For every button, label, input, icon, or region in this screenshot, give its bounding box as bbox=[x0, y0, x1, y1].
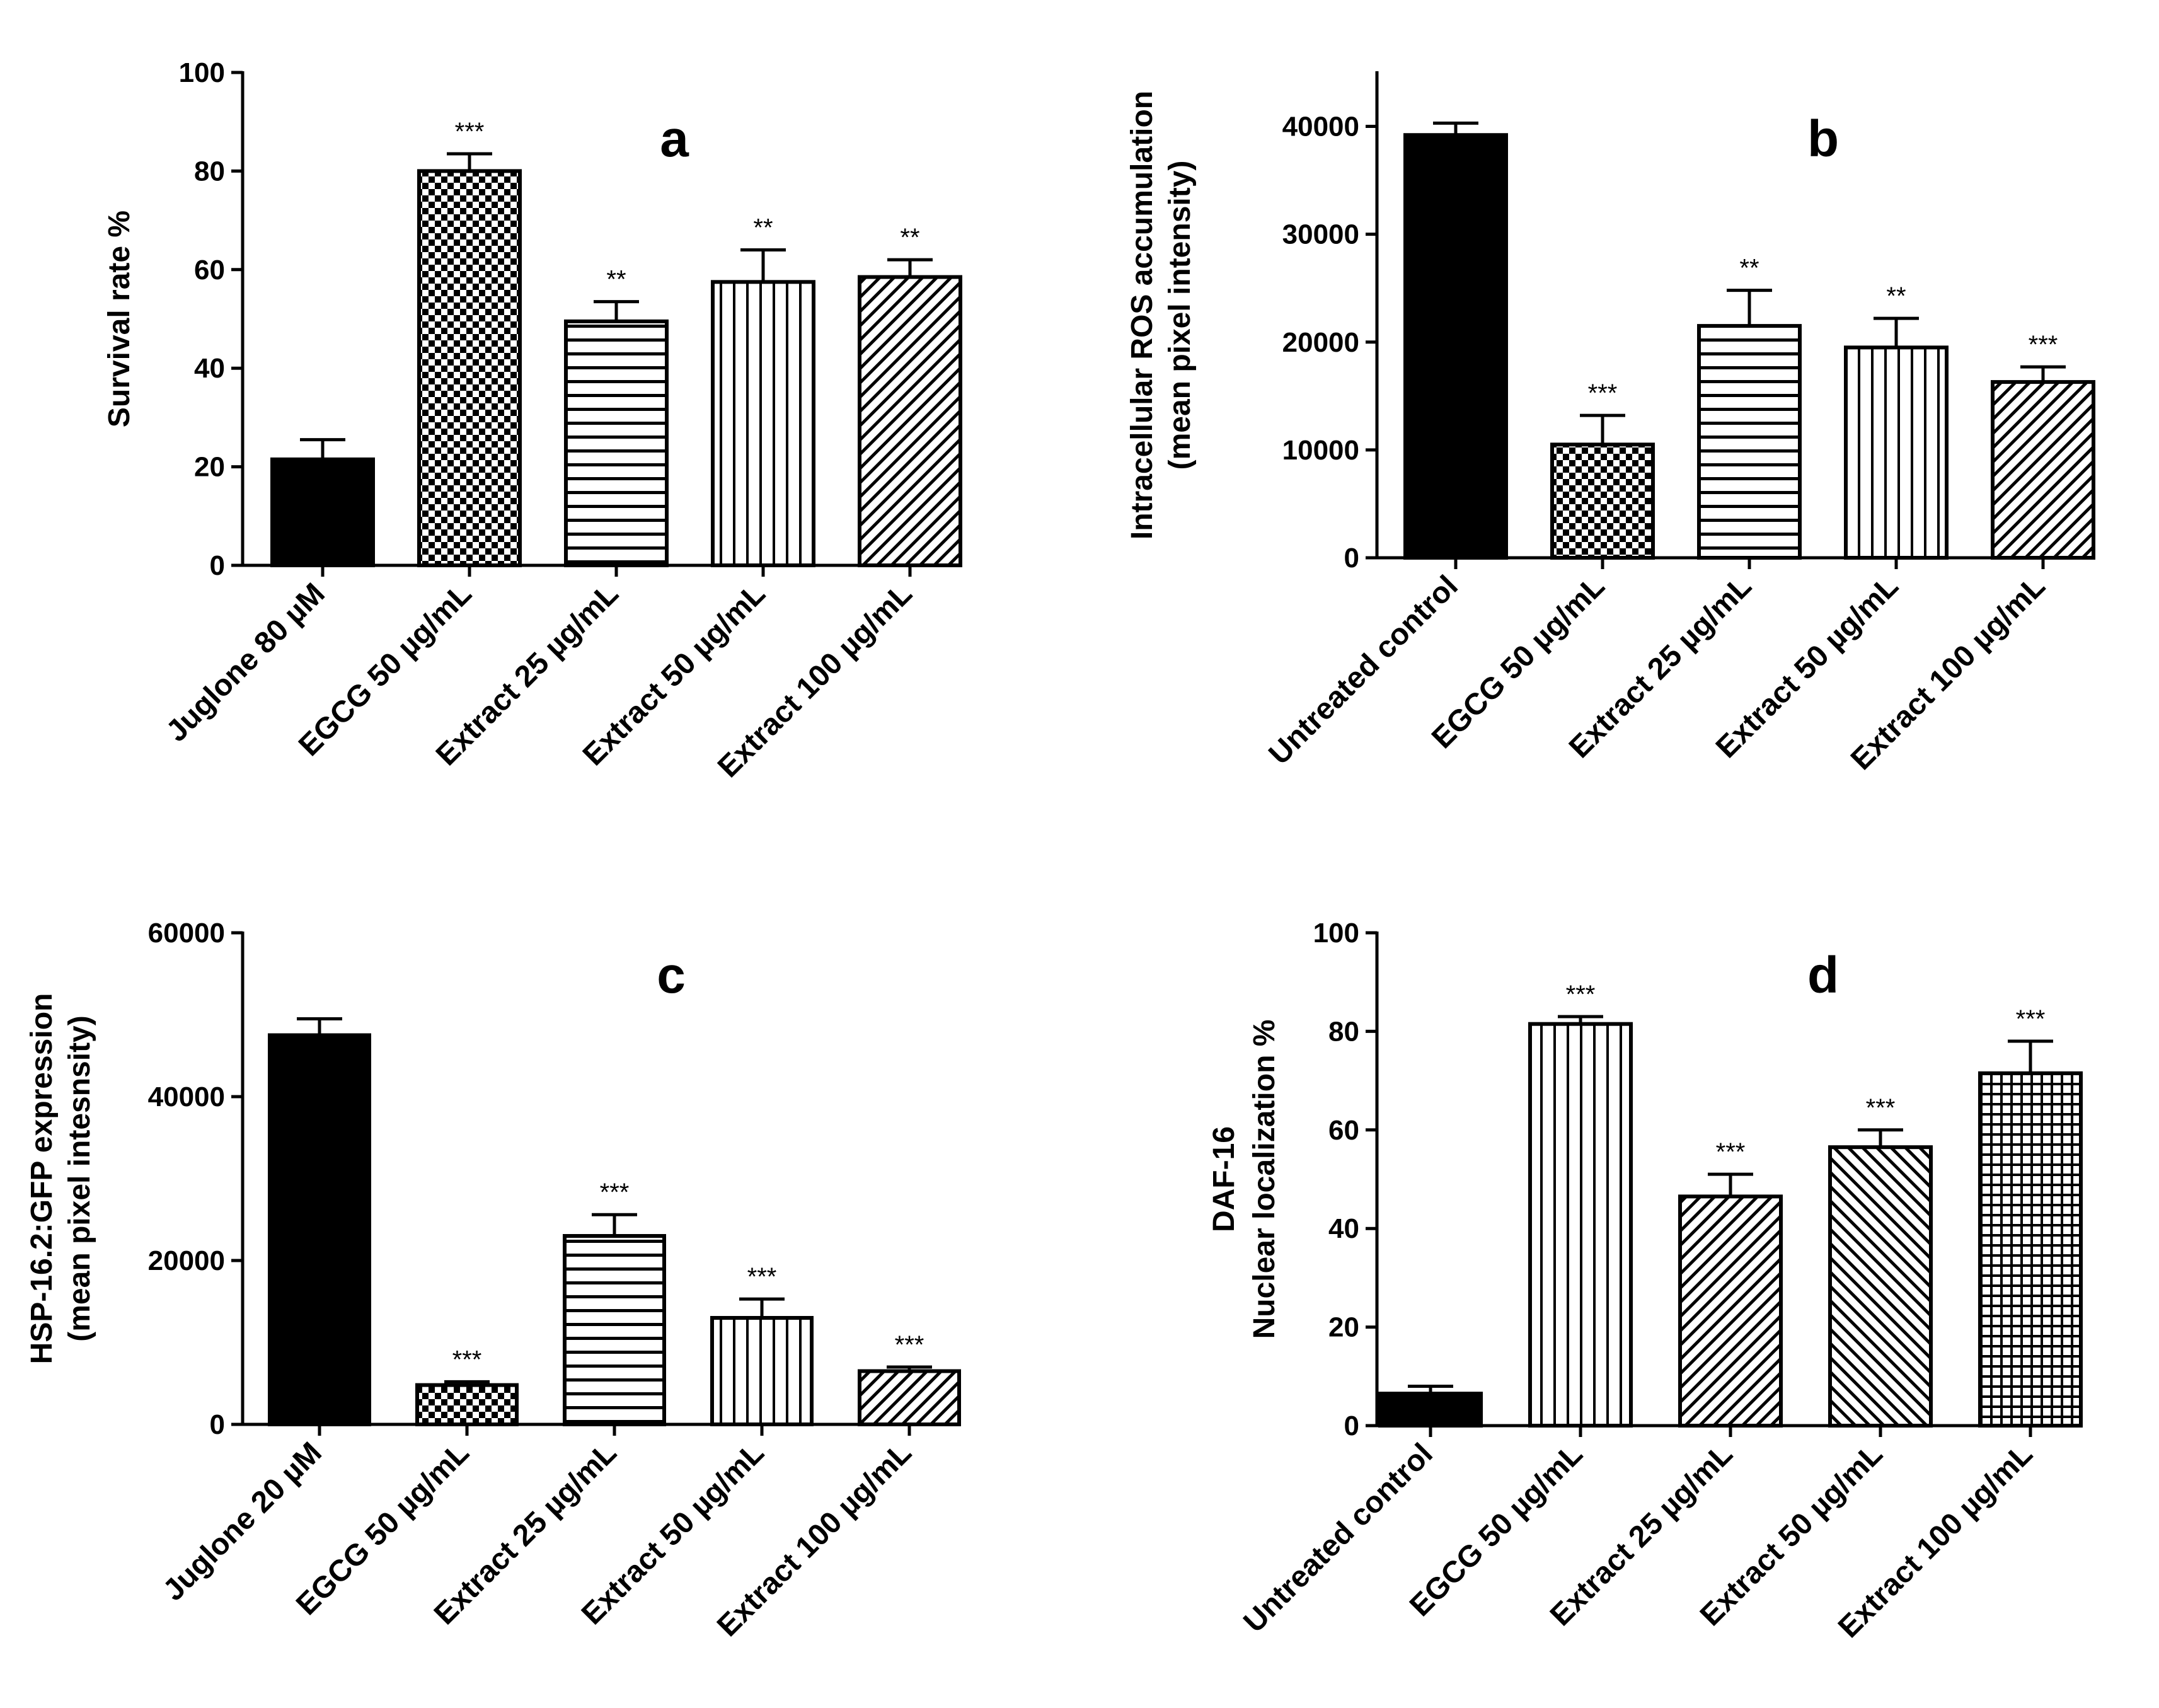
bar bbox=[1844, 345, 1949, 560]
y-tick-label: 0 bbox=[1344, 543, 1359, 574]
y-tick-label: 20000 bbox=[148, 1245, 225, 1276]
chart-panel-a: 0 20 40 60 80 100 Survival rate % a Juglone 80 µ… bbox=[103, 57, 962, 784]
chart-panel-b: 0 10000 20000 30000 40000 Intracellular ROS a… bbox=[1126, 71, 2095, 776]
y-tick-label: 40000 bbox=[1282, 112, 1359, 142]
y-axis-title: Survival rate % bbox=[103, 211, 136, 427]
panel-letter: b bbox=[1807, 110, 1839, 168]
bar bbox=[1678, 1194, 1783, 1428]
significance-label: *** bbox=[2029, 331, 2058, 359]
significance-label: *** bbox=[455, 118, 485, 146]
bar bbox=[1378, 1392, 1483, 1428]
y-tick-label: 20 bbox=[1328, 1312, 1359, 1343]
y-tick-label: 20000 bbox=[1282, 327, 1359, 358]
bar bbox=[563, 1234, 666, 1426]
y-axis-title: Nuclear localization % bbox=[1248, 1020, 1281, 1339]
chart-panel-c: 0 20000 40000 60000 HSP-16.2:GFP expression(… bbox=[25, 918, 961, 1643]
bar bbox=[1403, 133, 1508, 560]
y-tick-label: 10000 bbox=[1282, 435, 1359, 466]
y-tick-label: 60 bbox=[194, 255, 225, 286]
panel-letter: a bbox=[660, 110, 689, 168]
bar bbox=[417, 169, 522, 567]
y-tick-label: 40000 bbox=[148, 1082, 225, 1112]
significance-label: ** bbox=[1739, 255, 1759, 282]
y-tick-label: 40 bbox=[1328, 1213, 1359, 1244]
bar bbox=[415, 1383, 519, 1427]
category-label: Juglone 20 µM bbox=[157, 1436, 328, 1607]
bar bbox=[1978, 1071, 2083, 1428]
bar bbox=[1528, 1022, 1633, 1428]
bar bbox=[1550, 442, 1655, 560]
significance-label: ** bbox=[753, 214, 773, 242]
bar bbox=[1697, 324, 1802, 560]
chart-panel-d: 0 20 40 60 80 100 DAF-16 Nuclear localization %… bbox=[1207, 918, 2083, 1644]
y-axis-title: Intracellular ROS accumulation bbox=[1126, 91, 1159, 540]
bar bbox=[1828, 1145, 1933, 1428]
significance-label: *** bbox=[747, 1263, 777, 1291]
y-tick-label: 80 bbox=[194, 156, 225, 187]
bar bbox=[564, 319, 669, 567]
y-tick-label: 60 bbox=[1328, 1115, 1359, 1146]
y-tick-label: 30000 bbox=[1282, 219, 1359, 250]
y-tick-label: 20 bbox=[194, 452, 225, 483]
significance-label: *** bbox=[2016, 1005, 2046, 1033]
bar bbox=[858, 275, 962, 567]
bar bbox=[270, 457, 375, 567]
significance-label: *** bbox=[1716, 1138, 1746, 1166]
y-tick-label: 0 bbox=[210, 550, 225, 581]
panel-letter: d bbox=[1807, 947, 1839, 1004]
significance-label: *** bbox=[1566, 981, 1596, 1008]
significance-label: *** bbox=[452, 1346, 482, 1373]
significance-label: ** bbox=[1886, 282, 1906, 310]
bar bbox=[268, 1033, 371, 1426]
y-tick-label: 80 bbox=[1328, 1016, 1359, 1047]
category-label: Juglone 80 µM bbox=[160, 577, 331, 748]
significance-label: *** bbox=[600, 1179, 630, 1206]
y-tick-label: 40 bbox=[194, 353, 225, 384]
significance-label: *** bbox=[895, 1331, 924, 1359]
category-label: Untreated control bbox=[1237, 1437, 1439, 1639]
y-tick-label: 0 bbox=[210, 1409, 225, 1440]
panel-letter: c bbox=[657, 947, 686, 1004]
bar bbox=[710, 1316, 814, 1426]
y-tick-label: 100 bbox=[179, 57, 225, 88]
significance-label: ** bbox=[606, 266, 626, 294]
significance-label: *** bbox=[1588, 379, 1618, 407]
bar bbox=[1991, 380, 2095, 560]
y-axis-title: (mean pixel intesnsity) bbox=[63, 1015, 96, 1341]
y-tick-label: 60000 bbox=[148, 918, 225, 949]
category-label: Untreated control bbox=[1262, 569, 1464, 771]
y-axis-title: (mean pixel intensity) bbox=[1163, 161, 1197, 470]
bar bbox=[711, 280, 815, 567]
significance-label: ** bbox=[900, 224, 919, 251]
bar bbox=[858, 1369, 961, 1426]
y-axis-title: HSP-16.2:GFP expression bbox=[25, 993, 59, 1365]
y-tick-label: 100 bbox=[1313, 918, 1359, 949]
y-tick-label: 0 bbox=[1344, 1411, 1359, 1441]
y-axis-title: DAF-16 bbox=[1207, 1126, 1241, 1232]
significance-label: *** bbox=[1866, 1094, 1896, 1122]
